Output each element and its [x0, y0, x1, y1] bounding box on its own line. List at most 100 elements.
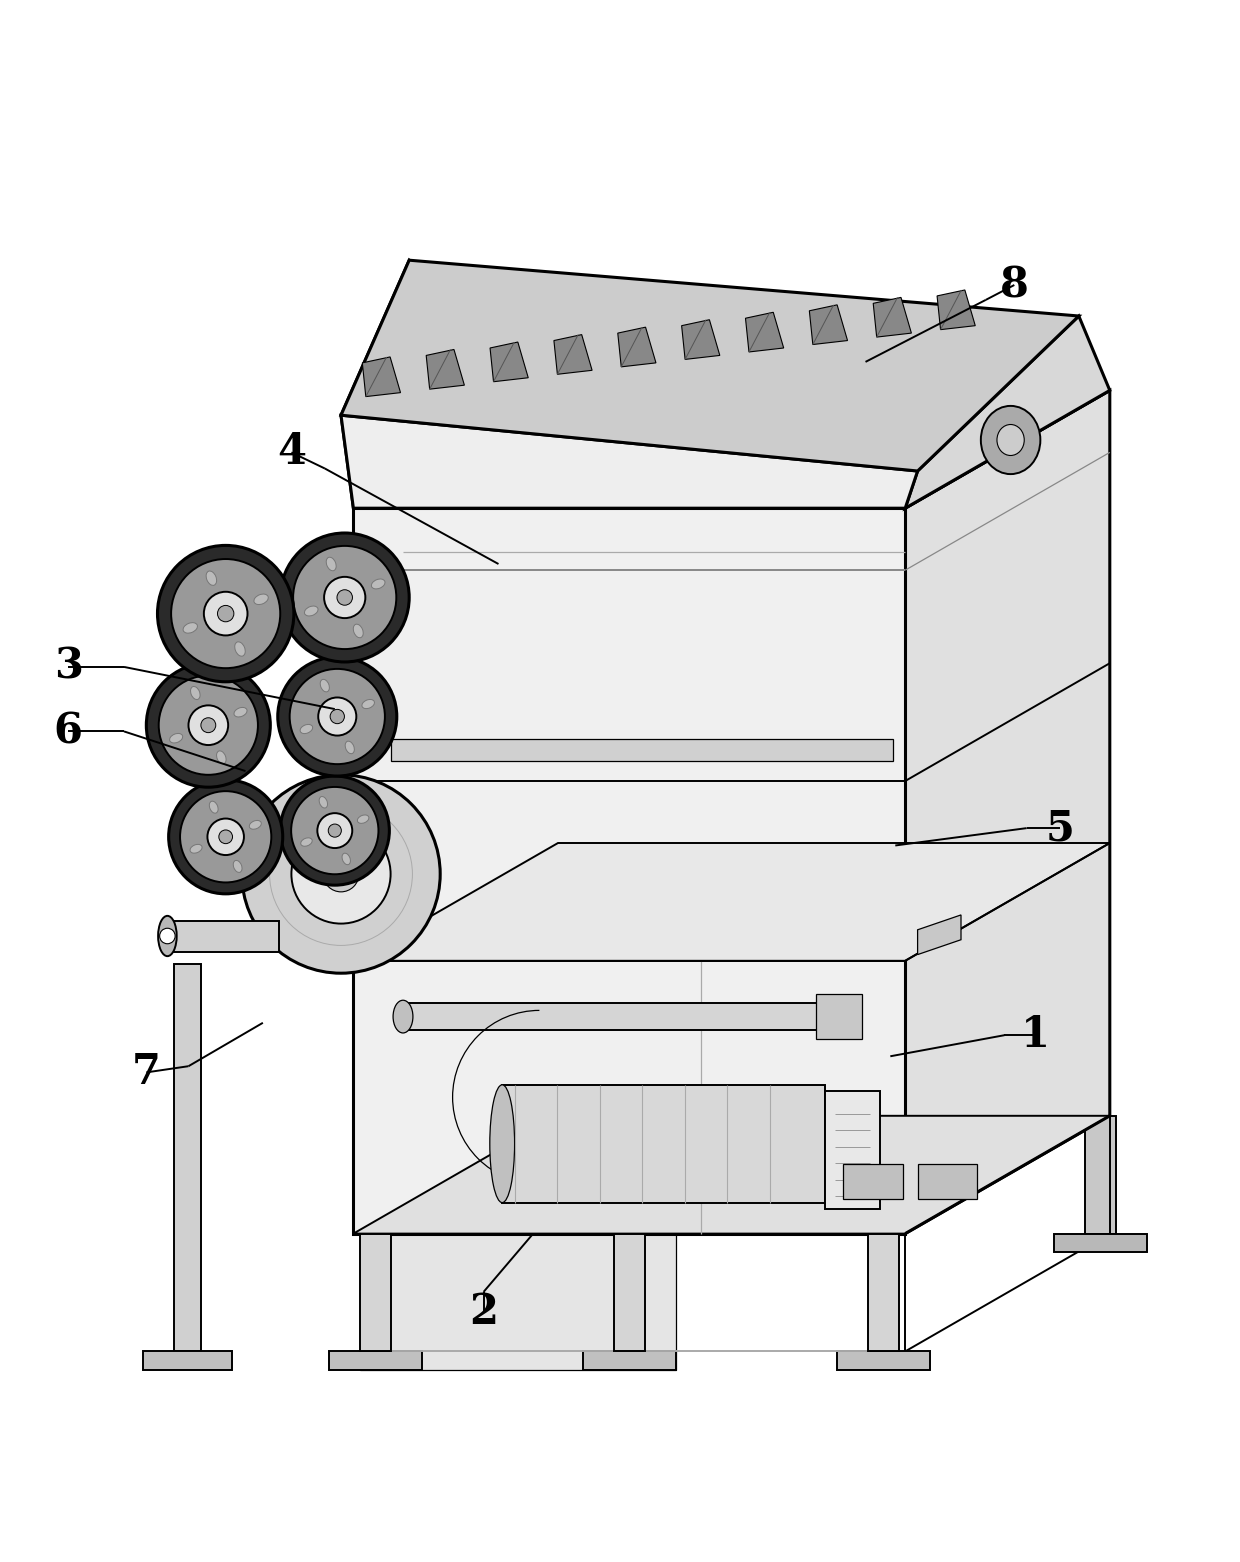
- Circle shape: [280, 533, 409, 662]
- Polygon shape: [174, 964, 201, 1351]
- Polygon shape: [583, 1351, 676, 1370]
- Ellipse shape: [234, 642, 246, 656]
- Circle shape: [157, 545, 294, 681]
- Polygon shape: [905, 390, 1110, 1234]
- Circle shape: [188, 706, 228, 745]
- Polygon shape: [937, 291, 975, 330]
- Ellipse shape: [191, 686, 200, 700]
- Ellipse shape: [217, 751, 226, 764]
- Ellipse shape: [300, 725, 312, 734]
- Polygon shape: [403, 1003, 831, 1031]
- Circle shape: [317, 814, 352, 848]
- Circle shape: [324, 576, 366, 619]
- Ellipse shape: [210, 801, 218, 814]
- Polygon shape: [427, 350, 464, 389]
- Ellipse shape: [345, 740, 355, 754]
- Polygon shape: [362, 358, 401, 397]
- Ellipse shape: [342, 853, 351, 865]
- Polygon shape: [918, 1164, 977, 1200]
- Ellipse shape: [353, 625, 363, 637]
- Circle shape: [293, 545, 397, 650]
- Polygon shape: [329, 1351, 422, 1370]
- Ellipse shape: [249, 820, 262, 829]
- Polygon shape: [682, 320, 719, 359]
- Ellipse shape: [997, 425, 1024, 456]
- Polygon shape: [745, 312, 784, 351]
- Text: 3: 3: [53, 647, 83, 687]
- Polygon shape: [918, 915, 961, 954]
- Ellipse shape: [157, 915, 176, 956]
- Polygon shape: [353, 508, 905, 1234]
- Polygon shape: [810, 305, 848, 345]
- Ellipse shape: [206, 572, 217, 586]
- Polygon shape: [868, 1234, 899, 1351]
- Ellipse shape: [233, 861, 242, 873]
- Polygon shape: [341, 261, 1079, 472]
- Polygon shape: [360, 1234, 391, 1351]
- Ellipse shape: [326, 558, 336, 570]
- Polygon shape: [502, 1084, 825, 1203]
- Polygon shape: [341, 261, 558, 508]
- Ellipse shape: [190, 845, 202, 853]
- Circle shape: [280, 776, 389, 886]
- Polygon shape: [843, 1164, 903, 1200]
- Circle shape: [291, 825, 391, 923]
- Circle shape: [290, 669, 384, 764]
- Polygon shape: [837, 1351, 930, 1370]
- Circle shape: [329, 825, 341, 837]
- Ellipse shape: [490, 1084, 515, 1203]
- Polygon shape: [816, 995, 862, 1039]
- Ellipse shape: [357, 815, 368, 823]
- Circle shape: [330, 709, 345, 723]
- Ellipse shape: [319, 797, 327, 808]
- Circle shape: [169, 779, 283, 893]
- Circle shape: [171, 559, 280, 669]
- Text: 5: 5: [1045, 808, 1075, 850]
- Text: 2: 2: [469, 1290, 498, 1332]
- Circle shape: [207, 818, 244, 854]
- Circle shape: [324, 856, 358, 892]
- Ellipse shape: [254, 594, 268, 604]
- Ellipse shape: [170, 734, 182, 744]
- Polygon shape: [614, 1234, 645, 1351]
- Text: 7: 7: [131, 1051, 161, 1093]
- Ellipse shape: [234, 708, 247, 717]
- Ellipse shape: [981, 406, 1040, 475]
- Ellipse shape: [301, 837, 312, 847]
- Ellipse shape: [305, 606, 317, 615]
- Circle shape: [278, 658, 397, 776]
- Polygon shape: [554, 334, 593, 375]
- Polygon shape: [341, 415, 918, 508]
- Ellipse shape: [393, 1000, 413, 1032]
- Text: 1: 1: [1021, 1014, 1050, 1056]
- Ellipse shape: [184, 623, 197, 633]
- Circle shape: [160, 928, 175, 943]
- Polygon shape: [1085, 1115, 1116, 1234]
- Ellipse shape: [362, 700, 374, 709]
- Polygon shape: [353, 1115, 1110, 1234]
- Circle shape: [180, 792, 272, 883]
- Circle shape: [242, 775, 440, 973]
- Polygon shape: [825, 1090, 880, 1209]
- Ellipse shape: [372, 580, 384, 589]
- Polygon shape: [490, 342, 528, 381]
- Polygon shape: [873, 297, 911, 337]
- Polygon shape: [391, 739, 893, 761]
- Circle shape: [337, 590, 352, 604]
- Text: 4: 4: [277, 431, 306, 473]
- Circle shape: [218, 829, 233, 843]
- Polygon shape: [360, 1234, 676, 1370]
- Circle shape: [159, 676, 258, 775]
- Text: 8: 8: [999, 264, 1029, 306]
- Circle shape: [201, 719, 216, 733]
- Circle shape: [217, 606, 234, 622]
- Polygon shape: [353, 843, 1110, 961]
- Ellipse shape: [320, 679, 330, 692]
- Text: 6: 6: [53, 711, 83, 753]
- Polygon shape: [167, 920, 279, 951]
- Circle shape: [291, 787, 378, 875]
- Polygon shape: [905, 316, 1110, 508]
- Polygon shape: [618, 326, 656, 367]
- Circle shape: [146, 664, 270, 787]
- Circle shape: [203, 592, 248, 636]
